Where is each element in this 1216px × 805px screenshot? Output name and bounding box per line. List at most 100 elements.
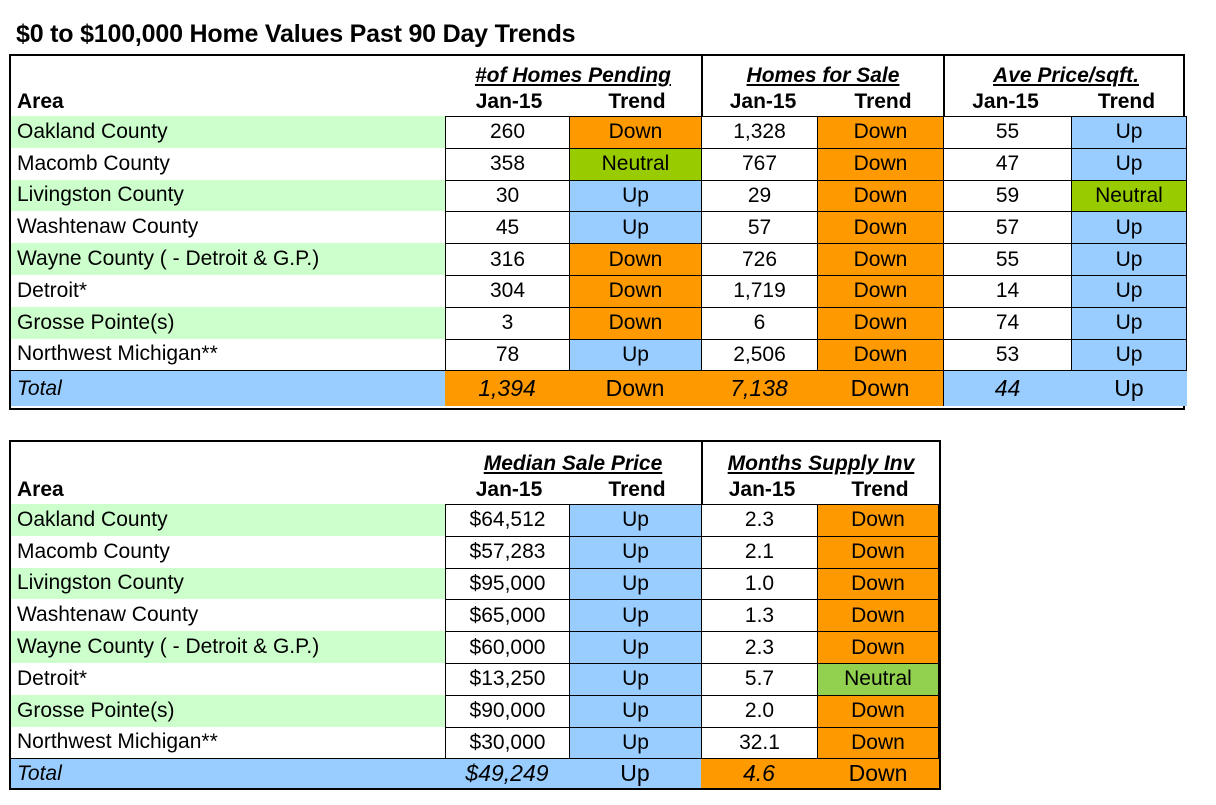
pending-trend: Up: [569, 338, 701, 371]
col-header-trend: Trend: [854, 90, 912, 113]
price-sqft-value: 55: [943, 243, 1071, 275]
area-header: Area: [17, 90, 64, 113]
median-price-trend: Up: [569, 726, 701, 759]
price-sqft-value: 74: [943, 306, 1071, 339]
for-sale-trend: Down: [817, 116, 943, 148]
for-sale-value: 726: [701, 243, 817, 275]
price-sqft-trend: Up: [1071, 116, 1187, 148]
median-price-value: $30,000: [445, 726, 569, 759]
median-price-trend: Up: [569, 504, 701, 536]
price-sqft-trend: Up: [1071, 338, 1187, 371]
total-price-sqft-value: 44: [943, 370, 1071, 407]
months-supply-trend: Down: [817, 694, 939, 727]
total-for-sale-value: 7,138: [701, 370, 817, 407]
trends-table-1: Area #of Homes Pending Jan-15 Trend Homes…: [9, 54, 1187, 410]
pending-trend: Down: [569, 274, 701, 307]
for-sale-value: 767: [701, 147, 817, 180]
price-sqft-value: 57: [943, 211, 1071, 244]
total-median-price-trend: Up: [569, 758, 701, 789]
pending-value: 316: [445, 243, 569, 275]
months-supply-trend: Down: [817, 599, 939, 632]
price-sqft-trend: Up: [1071, 306, 1187, 339]
area-name: Northwest Michigan**: [11, 338, 445, 371]
area-name: Wayne County ( - Detroit & G.P.): [11, 243, 445, 275]
total-label: Total: [11, 370, 445, 407]
total-price-sqft-trend: Up: [1071, 370, 1187, 407]
total-months-supply-trend: Down: [817, 758, 939, 789]
price-sqft-value: 59: [943, 179, 1071, 212]
col-header-trend: Trend: [1097, 90, 1156, 113]
pending-value: 304: [445, 274, 569, 307]
median-price-value: $64,512: [445, 504, 569, 536]
price-sqft-trend: Up: [1071, 147, 1187, 180]
pending-value: 260: [445, 116, 569, 148]
area-name: Detroit*: [11, 274, 445, 307]
months-supply-value: 1.0: [701, 567, 817, 600]
for-sale-trend: Down: [817, 179, 943, 212]
months-supply-trend: Neutral: [817, 662, 939, 695]
median-price-trend: Up: [569, 631, 701, 663]
price-sqft-value: 55: [943, 116, 1071, 148]
total-median-price-value: $49,249: [445, 758, 569, 789]
for-sale-value: 6: [701, 306, 817, 339]
price-sqft-trend: Up: [1071, 243, 1187, 275]
trends-table-2: Area Median Sale Price Jan-15 Trend Month…: [9, 440, 941, 790]
group-title: Ave Price/sqft.: [993, 64, 1139, 87]
price-sqft-value: 47: [943, 147, 1071, 180]
median-price-value: $60,000: [445, 631, 569, 663]
median-price-value: $65,000: [445, 599, 569, 632]
for-sale-trend: Down: [817, 306, 943, 339]
area-name: Grosse Pointe(s): [11, 694, 445, 727]
for-sale-trend: Down: [817, 147, 943, 180]
area-name: Livingston County: [11, 179, 445, 212]
months-supply-trend: Down: [817, 535, 939, 568]
for-sale-value: 2,506: [701, 338, 817, 371]
months-supply-value: 1.3: [701, 599, 817, 632]
pending-trend: Down: [569, 306, 701, 339]
total-for-sale-trend: Down: [817, 370, 943, 407]
median-price-trend: Up: [569, 567, 701, 600]
months-supply-trend: Down: [817, 504, 939, 536]
price-sqft-trend: Neutral: [1071, 179, 1187, 212]
pending-value: 45: [445, 211, 569, 244]
price-sqft-value: 14: [943, 274, 1071, 307]
group-header-months-supply: Months Supply Inv Jan-15 Trend: [701, 442, 939, 504]
total-pending-trend: Down: [569, 370, 701, 407]
col-header-date: Jan-15: [475, 90, 543, 113]
group-header-homes-pending: #of Homes Pending Jan-15 Trend: [445, 56, 701, 116]
median-price-value: $90,000: [445, 694, 569, 727]
months-supply-value: 2.3: [701, 631, 817, 663]
group-title: #of Homes Pending: [474, 64, 672, 87]
area-name: Oakland County: [11, 504, 445, 536]
area-name: Washtenaw County: [11, 211, 445, 244]
group-header-homes-for-sale: Homes for Sale Jan-15 Trend: [701, 56, 943, 116]
price-sqft-value: 53: [943, 338, 1071, 371]
total-months-supply-value: 4.6: [701, 758, 817, 789]
area-name: Macomb County: [11, 535, 445, 568]
months-supply-trend: Down: [817, 726, 939, 759]
area-name: Oakland County: [11, 116, 445, 148]
group-header-ave-price-sqft: Ave Price/sqft. Jan-15 Trend: [943, 56, 1187, 116]
col-header-trend: Trend: [608, 90, 666, 113]
area-name: Wayne County ( - Detroit & G.P.): [11, 631, 445, 663]
area-header: Area: [17, 478, 64, 501]
months-supply-value: 5.7: [701, 662, 817, 695]
for-sale-value: 29: [701, 179, 817, 212]
for-sale-value: 1,328: [701, 116, 817, 148]
col-header-trend: Trend: [608, 478, 666, 501]
pending-trend: Down: [569, 243, 701, 275]
median-price-value: $95,000: [445, 567, 569, 600]
pending-trend: Up: [569, 211, 701, 244]
median-price-trend: Up: [569, 662, 701, 695]
pending-value: 30: [445, 179, 569, 212]
total-pending-value: 1,394: [445, 370, 569, 407]
median-price-trend: Up: [569, 694, 701, 727]
price-sqft-trend: Up: [1071, 211, 1187, 244]
group-title: Homes for Sale: [746, 64, 900, 87]
pending-trend: Up: [569, 179, 701, 212]
col-header-date: Jan-15: [728, 478, 796, 501]
area-name: Northwest Michigan**: [11, 726, 445, 759]
page-title: $0 to $100,000 Home Values Past 90 Day T…: [16, 20, 576, 48]
months-supply-value: 2.3: [701, 504, 817, 536]
total-label: Total: [11, 758, 445, 789]
